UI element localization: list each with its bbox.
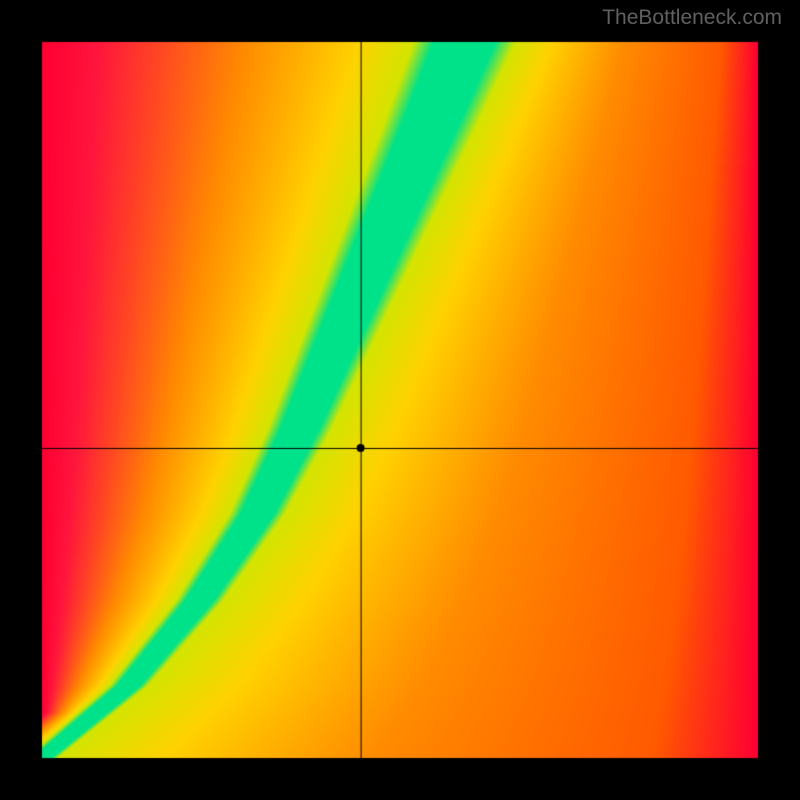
chart-container: TheBottleneck.com	[0, 0, 800, 800]
heatmap-canvas	[0, 0, 800, 800]
watermark-text: TheBottleneck.com	[602, 6, 782, 30]
